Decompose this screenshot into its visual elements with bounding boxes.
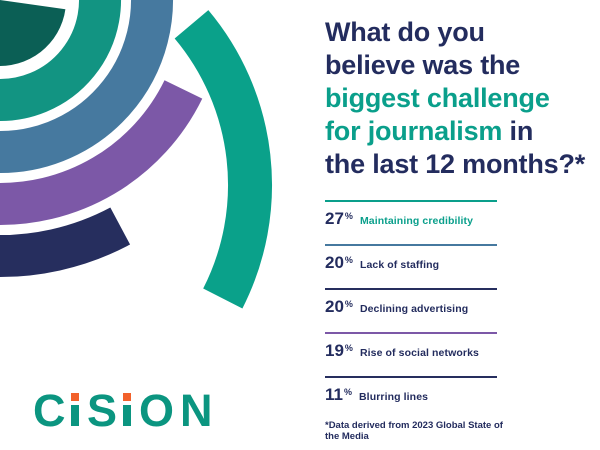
title-line-3-highlight: biggest challenge — [325, 83, 550, 113]
stat-percent-sign: % — [344, 299, 353, 309]
logo-letter-o: O — [139, 385, 174, 430]
logo-i-dot — [71, 393, 79, 401]
stat-label: Blurring lines — [359, 391, 429, 403]
title-line-4-tail: in — [502, 116, 534, 146]
stat-rule — [325, 376, 497, 378]
stat-value: 20 — [325, 297, 344, 316]
stat-item-blurring-lines: 11 % Blurring lines — [325, 376, 515, 405]
logo-letter-c: C — [33, 385, 66, 430]
stat-rule — [325, 332, 497, 334]
logo-letter-n: N — [180, 385, 213, 430]
stat-item-declining-advertising: 20 % Declining advertising — [325, 288, 515, 317]
stat-label: Rise of social networks — [359, 347, 479, 359]
logo-i-stem — [123, 405, 131, 426]
stat-percent-sign: % — [344, 211, 353, 221]
infographic-title: What do you believe was the biggest chal… — [325, 16, 587, 181]
stat-label: Maintaining credibility — [359, 215, 474, 227]
stat-value: 20 — [325, 253, 344, 272]
stat-value: 19 — [325, 341, 344, 360]
title-line-4-highlight: for journalism — [325, 116, 503, 146]
arc-blue — [0, 0, 173, 173]
stat-rule — [325, 244, 497, 246]
stat-item-rise-of-social-networks: 19 % Rise of social networks — [325, 332, 515, 361]
arc-outer-teal — [174, 10, 273, 309]
logo-i-dot — [123, 393, 131, 401]
title-line-2: believe was the — [325, 50, 521, 80]
logo-i-stem — [71, 405, 79, 426]
data-source-note: *Data derived from 2023 Global State of … — [325, 420, 503, 442]
stat-label: Declining advertising — [359, 303, 469, 315]
stats-list: 27 % Maintaining credibility 20 % Lack o… — [325, 200, 515, 442]
stat-percent-sign: % — [344, 343, 353, 353]
stat-percent-sign: % — [343, 387, 352, 397]
arc-purple — [0, 79, 203, 225]
stat-item-lack-of-staffing: 20 % Lack of staffing — [325, 244, 515, 273]
cision-logo: C S O N — [33, 385, 213, 430]
hub-wedge — [0, 0, 66, 66]
radial-arc-chart — [0, 0, 273, 309]
arc-inner-teal — [0, 0, 121, 121]
stat-rule — [325, 200, 497, 202]
title-line-1: What do you — [325, 17, 485, 47]
title-line-5: the last 12 months?* — [325, 149, 586, 179]
arc-navy — [0, 207, 131, 278]
stat-value: 11 — [325, 385, 343, 404]
stat-percent-sign: % — [344, 255, 353, 265]
stat-rule — [325, 288, 497, 290]
stat-label: Lack of staffing — [359, 259, 440, 271]
logo-letter-s: S — [87, 385, 117, 430]
stat-value: 27 — [325, 209, 344, 228]
stat-item-maintaining-credibility: 27 % Maintaining credibility — [325, 200, 515, 229]
